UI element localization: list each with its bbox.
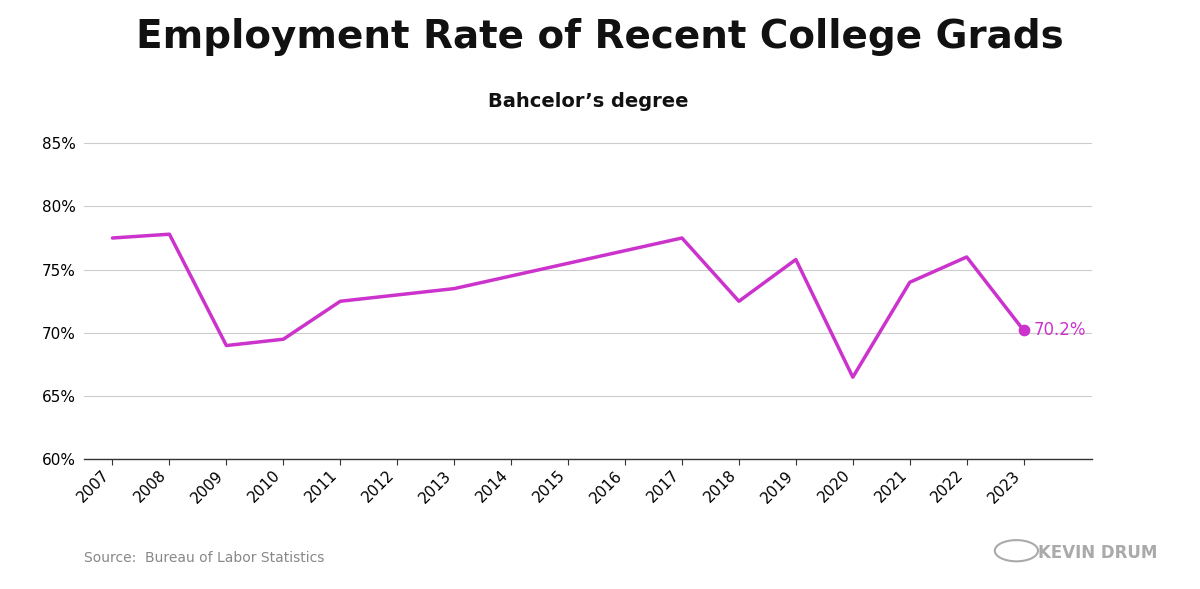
Point — [1014, 326, 1033, 335]
Title: Bahcelor’s degree: Bahcelor’s degree — [487, 92, 689, 111]
Text: Source:  Bureau of Labor Statistics: Source: Bureau of Labor Statistics — [84, 551, 324, 565]
Text: KEVIN DRUM: KEVIN DRUM — [1038, 544, 1157, 562]
Text: Employment Rate of Recent College Grads: Employment Rate of Recent College Grads — [136, 18, 1064, 56]
Text: 70.2%: 70.2% — [1034, 322, 1086, 339]
